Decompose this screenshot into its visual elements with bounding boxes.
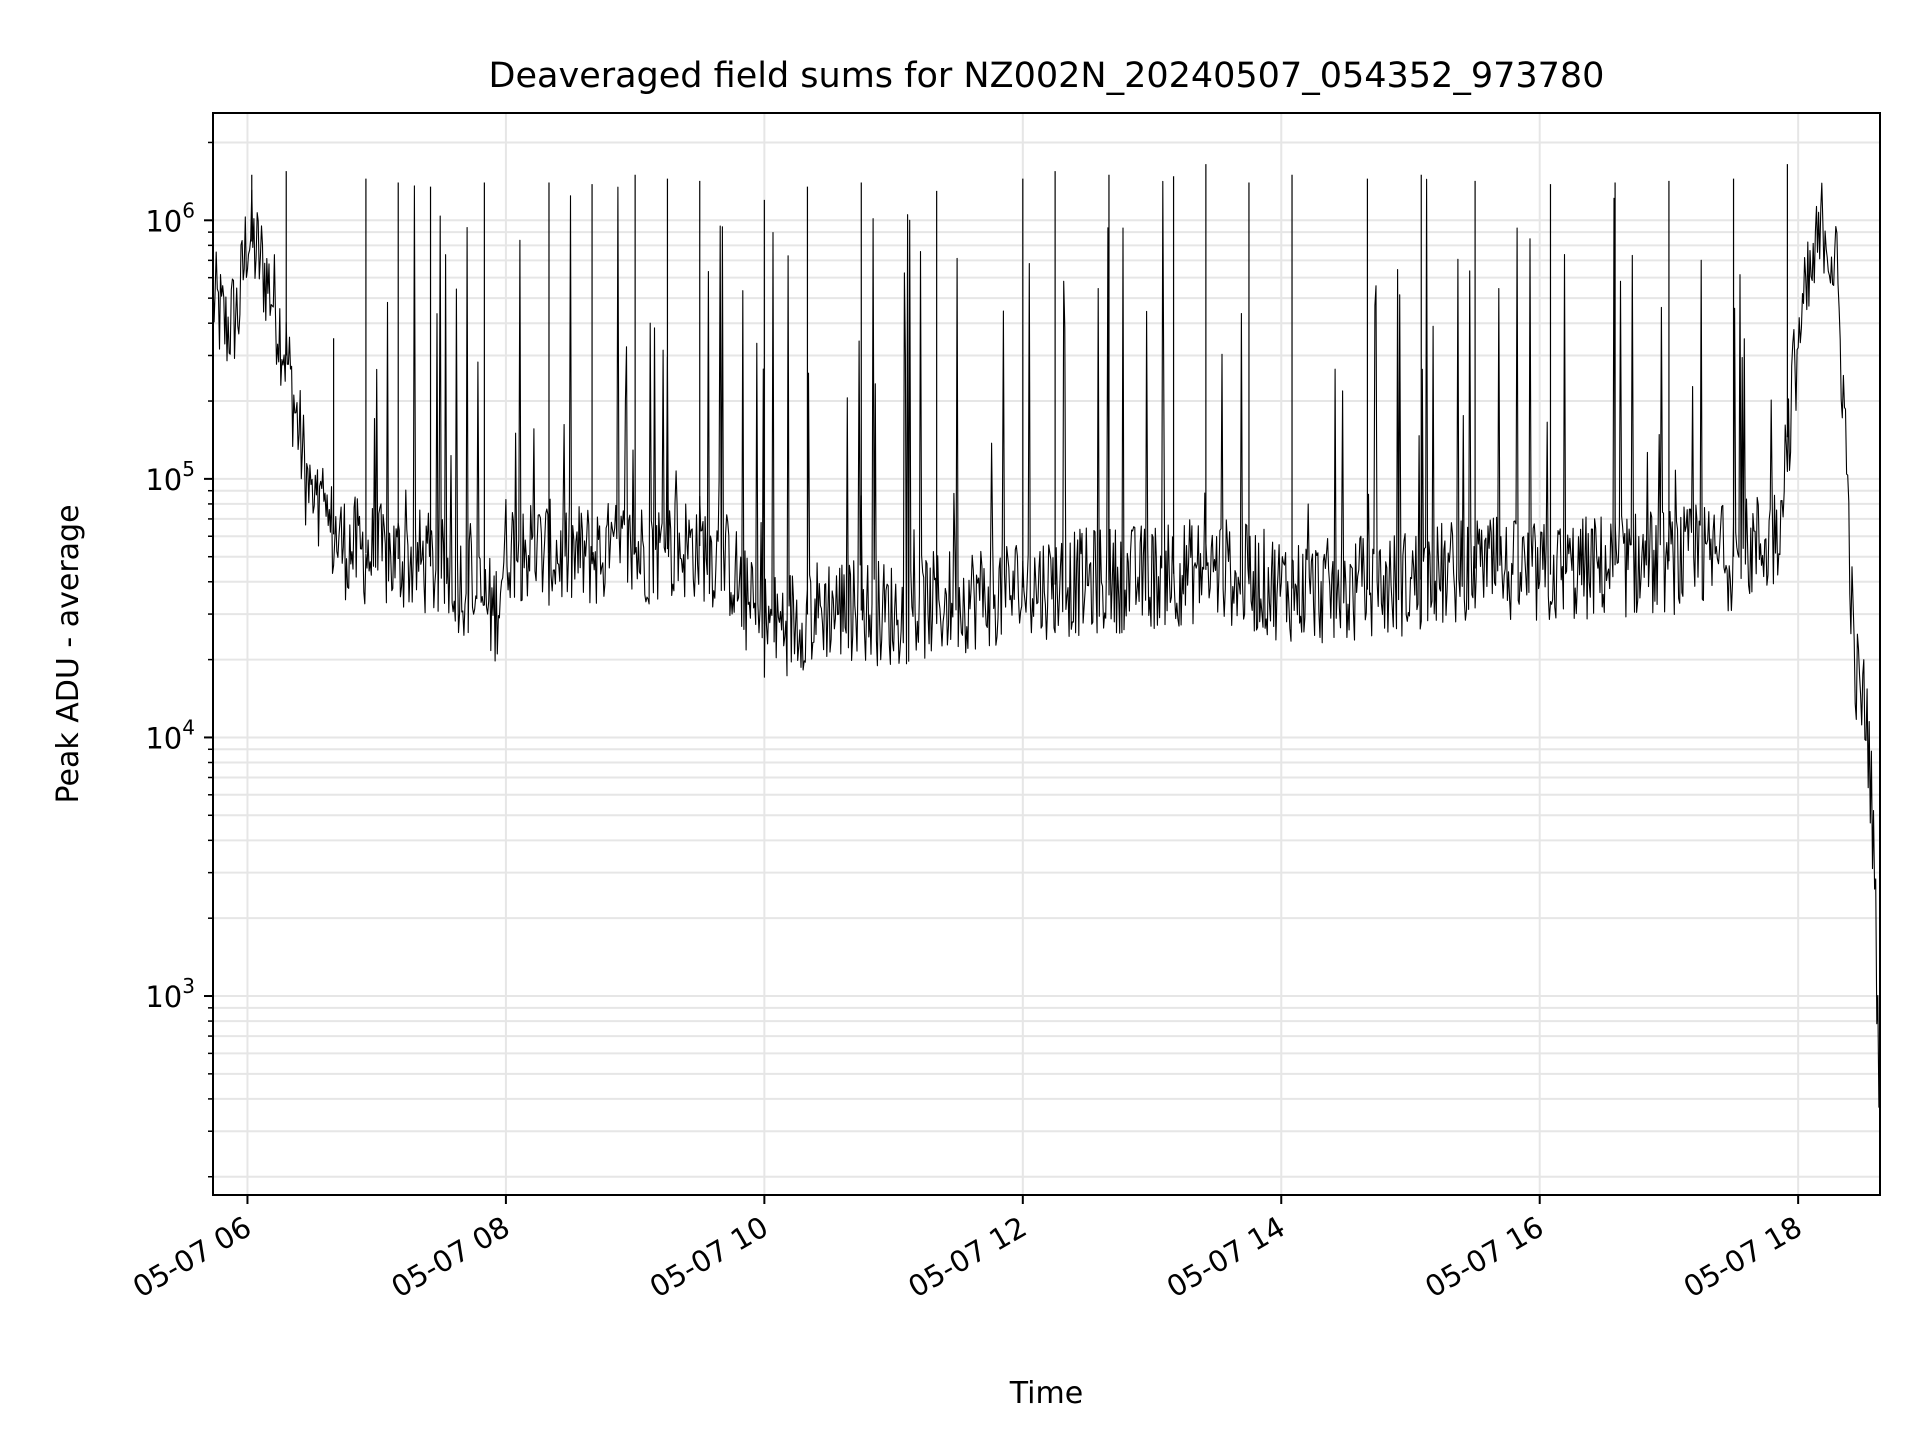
y-axis-label: Peak ADU - average	[51, 504, 86, 803]
plot-frame	[212, 112, 1881, 1196]
x-axis-label: Time	[1009, 1376, 1083, 1411]
series-line	[212, 178, 1881, 1108]
data-layer	[212, 164, 1881, 1108]
chart-title: Deaveraged field sums for NZ002N_2024050…	[489, 56, 1605, 96]
grid-layer	[213, 113, 1880, 1195]
y-tick-label: 104	[145, 715, 195, 755]
y-tick-label: 103	[145, 974, 195, 1014]
y-tick-label: 105	[145, 457, 195, 497]
y-tick-label: 106	[145, 198, 195, 238]
